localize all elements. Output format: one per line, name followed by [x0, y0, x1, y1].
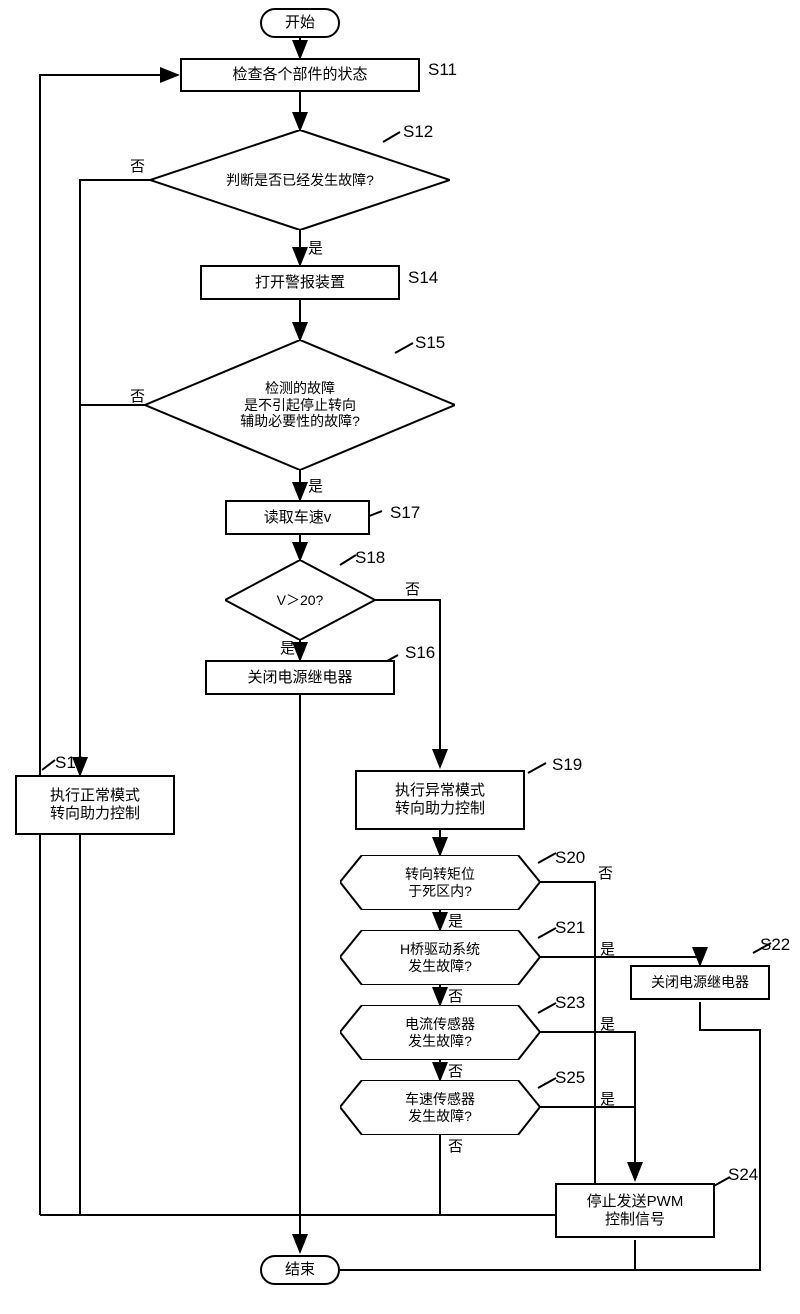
- step-s20: S20: [555, 848, 585, 868]
- decision-s18: V＞20?: [225, 560, 375, 640]
- end-label: 结束: [285, 1261, 315, 1279]
- step-s23: S23: [555, 993, 585, 1013]
- process-s24: 停止发送PWM 控制信号: [555, 1183, 715, 1238]
- step-s21: S21: [555, 918, 585, 938]
- s18-no: 否: [405, 578, 420, 599]
- step-s12: S12: [403, 122, 433, 142]
- s20-no: 否: [598, 862, 613, 883]
- step-s14: S14: [408, 268, 438, 288]
- process-s11: 检查各个部件的状态: [180, 58, 420, 92]
- hexagon-s23: 电流传感器 发生故障?: [340, 1005, 540, 1060]
- s18-yes: 是: [280, 637, 295, 658]
- s15-yes: 是: [308, 475, 323, 496]
- terminal-end: 结束: [260, 1255, 340, 1285]
- decision-s12: 判断是否已经发生故障?: [150, 130, 450, 230]
- s12-yes: 是: [308, 237, 323, 258]
- s23-no: 否: [448, 1060, 463, 1081]
- step-s25: S25: [555, 1068, 585, 1088]
- s25-yes: 是: [600, 1088, 615, 1109]
- process-s19: 执行异常模式 转向助力控制: [355, 770, 525, 830]
- hexagon-s21: H桥驱动系统 发生故障?: [340, 930, 540, 985]
- step-s15: S15: [415, 333, 445, 353]
- step-s17: S17: [390, 503, 420, 523]
- hexagon-s25: 车速传感器 发生故障?: [340, 1080, 540, 1135]
- decision-s15: 检测的故障 是不引起停止转向 辅助必要性的故障?: [145, 340, 455, 470]
- s25-no: 否: [448, 1135, 463, 1156]
- process-s17: 读取车速v: [225, 500, 370, 535]
- s20-yes: 是: [448, 910, 463, 931]
- process-s14: 打开警报装置: [200, 265, 400, 300]
- terminal-start: 开始: [260, 8, 340, 38]
- step-s13: S13: [55, 753, 85, 773]
- s23-yes: 是: [600, 1013, 615, 1034]
- s21-no: 否: [448, 985, 463, 1006]
- step-s11: S11: [428, 60, 457, 80]
- process-s22: 关闭电源继电器: [630, 965, 770, 1000]
- process-s13: 执行正常模式 转向助力控制: [15, 775, 175, 835]
- s15-no: 否: [130, 385, 145, 406]
- step-s18: S18: [355, 548, 385, 568]
- step-s16: S16: [405, 643, 435, 663]
- s21-yes: 是: [600, 938, 615, 959]
- process-s16: 关闭电源继电器: [205, 660, 395, 695]
- s12-no: 否: [130, 155, 145, 176]
- step-s24: S24: [728, 1165, 758, 1185]
- step-s19: S19: [552, 755, 582, 775]
- hexagon-s20: 转向转矩位 于死区内?: [340, 855, 540, 910]
- step-s22: S22: [760, 935, 790, 955]
- start-label: 开始: [285, 14, 315, 32]
